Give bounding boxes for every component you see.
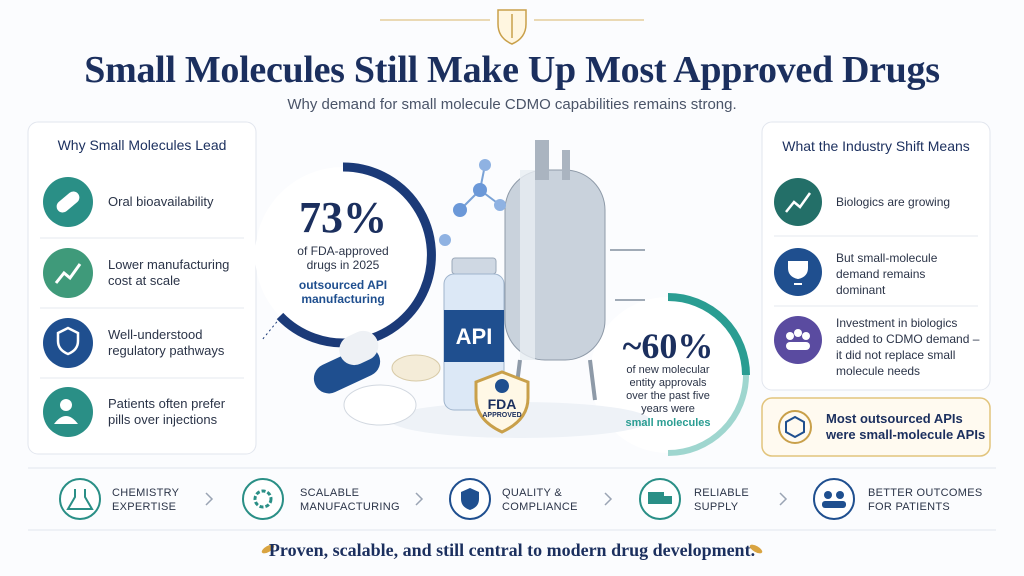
decoration bbox=[43, 318, 93, 368]
decoration bbox=[56, 326, 80, 356]
decoration bbox=[444, 310, 504, 362]
decoration bbox=[604, 492, 613, 506]
illustration bbox=[313, 140, 650, 438]
decoration bbox=[785, 415, 805, 439]
stat-value: 73% bbox=[299, 193, 387, 242]
decoration bbox=[495, 379, 509, 393]
decoration bbox=[339, 330, 379, 366]
decoration bbox=[276, 162, 436, 348]
decoration bbox=[391, 354, 441, 382]
subtitle: Why demand for small molecule CDMO capab… bbox=[287, 96, 737, 113]
decoration bbox=[520, 170, 535, 360]
decoration bbox=[788, 261, 808, 285]
decoration bbox=[461, 488, 479, 510]
decoration bbox=[439, 234, 451, 246]
badge-subtitle: APPROVED bbox=[482, 412, 522, 419]
left-panel-frame bbox=[27, 121, 257, 455]
decoration bbox=[60, 399, 72, 411]
step-label: CHEMISTRY EXPERTISE bbox=[112, 487, 180, 513]
decoration bbox=[786, 332, 794, 340]
decoration bbox=[778, 410, 812, 444]
decoration bbox=[774, 316, 822, 364]
decoration bbox=[794, 329, 802, 337]
stat-text: of FDA-approved drugs in 2025 bbox=[297, 244, 389, 272]
decoration bbox=[813, 478, 855, 520]
decoration bbox=[205, 492, 214, 506]
benefit: Lower manufacturing cost at scale bbox=[108, 257, 230, 288]
decoration bbox=[588, 359, 597, 401]
decoration bbox=[43, 248, 93, 298]
shift-point: Biologics are growing bbox=[836, 195, 951, 209]
title: Small Molecules Still Make Up Most Appro… bbox=[84, 49, 940, 91]
decoration bbox=[667, 374, 749, 456]
decoration bbox=[761, 397, 991, 457]
decoration bbox=[494, 199, 506, 211]
step-label: QUALITY & COMPLIANCE bbox=[502, 487, 578, 513]
decoration bbox=[535, 140, 549, 180]
decoration bbox=[66, 489, 94, 510]
decoration bbox=[54, 416, 78, 424]
decoration bbox=[664, 496, 672, 504]
decoration bbox=[786, 342, 810, 350]
benefit: Oral bioavailability bbox=[108, 194, 214, 209]
decoration bbox=[562, 150, 570, 180]
decoration bbox=[253, 489, 273, 509]
decoration bbox=[802, 332, 810, 340]
decoration bbox=[415, 492, 424, 506]
callout: Most outsourced APIs were small-molecule… bbox=[826, 411, 986, 442]
stat-text: of new molecular entity approvals over t… bbox=[626, 364, 710, 415]
decoration bbox=[479, 159, 491, 171]
decoration bbox=[749, 544, 763, 554]
decoration bbox=[261, 317, 281, 341]
decoration bbox=[774, 178, 822, 226]
badge-title: FDA bbox=[487, 396, 517, 412]
decoration bbox=[261, 544, 275, 554]
decoration bbox=[785, 192, 812, 213]
tagline: Proven, scalable, and still central to m… bbox=[268, 540, 756, 560]
decoration bbox=[836, 491, 844, 499]
footer-leaves bbox=[261, 544, 763, 554]
stat-value: ~60% bbox=[622, 326, 714, 366]
decoration bbox=[56, 191, 80, 213]
shift-point: Investment in biologics added to CDMO de… bbox=[836, 316, 980, 378]
panel-title: Why Small Molecules Lead bbox=[57, 137, 227, 153]
step-label: SCALABLE MANUFACTURING bbox=[300, 487, 400, 513]
emblem bbox=[380, 9, 644, 45]
step-label: RELIABLE SUPPLY bbox=[694, 487, 749, 513]
decoration bbox=[43, 387, 93, 437]
benefit: Well-understood regulatory pathways bbox=[108, 327, 225, 358]
right-panel-frame bbox=[761, 121, 991, 457]
stat-highlight: outsourced API manufacturing bbox=[298, 278, 388, 306]
decoration bbox=[242, 478, 284, 520]
decoration bbox=[667, 293, 750, 376]
benefit: Patients often prefer pills over injecti… bbox=[108, 396, 226, 427]
decoration bbox=[779, 492, 788, 506]
decoration bbox=[761, 121, 991, 391]
decoration bbox=[473, 183, 487, 197]
decoration bbox=[255, 167, 431, 343]
step-label: BETTER OUTCOMES FOR PATIENTS bbox=[868, 487, 983, 513]
decoration bbox=[822, 501, 846, 508]
decoration bbox=[648, 492, 664, 504]
decoration bbox=[343, 384, 417, 426]
decoration bbox=[54, 263, 82, 284]
steps-strip bbox=[28, 467, 996, 531]
vial-label: API bbox=[455, 324, 493, 349]
decoration bbox=[453, 203, 467, 217]
panel-title: What the Industry Shift Means bbox=[782, 138, 970, 154]
decoration bbox=[824, 491, 832, 499]
decoration bbox=[59, 478, 101, 520]
stat-highlight: small molecules bbox=[625, 417, 711, 429]
decoration bbox=[451, 257, 497, 275]
decoration bbox=[474, 370, 530, 434]
shift-point: But small-molecule demand remains domina… bbox=[836, 251, 938, 297]
